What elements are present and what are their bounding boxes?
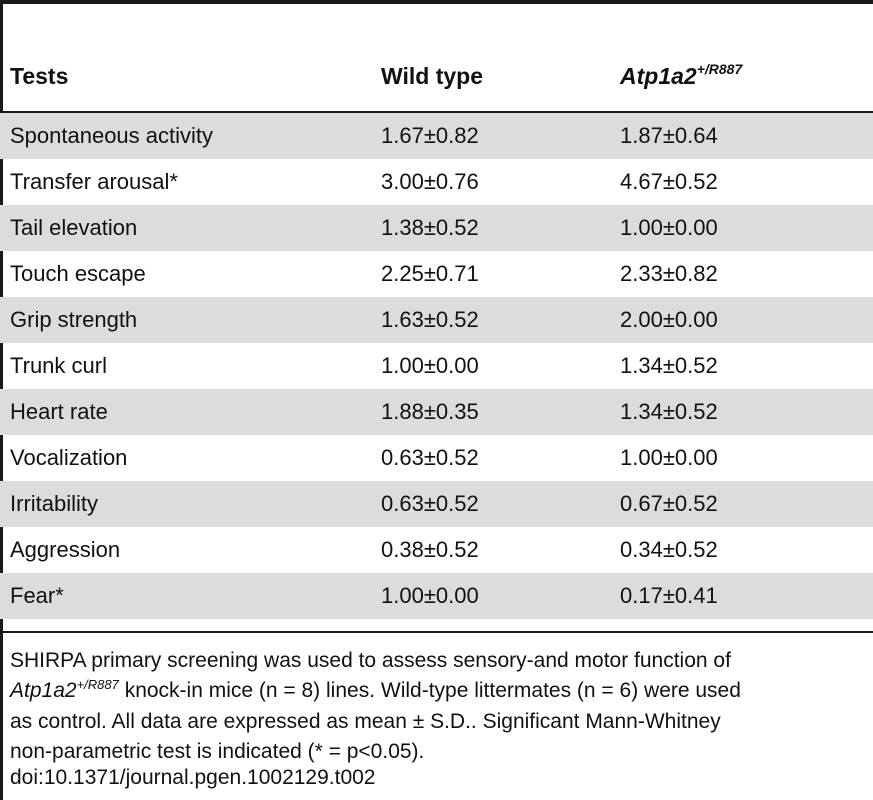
table-caption: SHIRPA primary screening was used to ass… <box>10 646 870 766</box>
cell-mutant: 2.33±0.82 <box>620 261 718 286</box>
header-rule <box>0 111 873 113</box>
cell-test: Aggression <box>10 537 121 562</box>
caption-line-1: SHIRPA primary screening was used to ass… <box>10 649 731 672</box>
table-row: Transfer arousal* 3.00±0.76 4.67±0.52 <box>0 159 873 205</box>
table-header-row: Tests Wild type Atp1a2+/R887 <box>0 61 873 103</box>
table-body: Spontaneous activity 1.67±0.82 1.87±0.64 Tr… <box>0 113 873 619</box>
caption-genotype: +/R887 <box>76 676 119 692</box>
header-tests: Tests <box>10 63 69 89</box>
header-mutant-genotype: +/R887 <box>696 61 743 77</box>
cell-mutant: 0.34±0.52 <box>620 537 718 562</box>
table-bottom-rule <box>0 631 873 633</box>
header-mutant-gene: Atp1a2 <box>620 63 697 89</box>
cell-mutant: 4.67±0.52 <box>620 169 718 194</box>
caption-line-3: as control. All data are expressed as me… <box>10 710 721 733</box>
cell-test: Spontaneous activity <box>10 123 214 148</box>
cell-wild-type: 0.38±0.52 <box>381 537 479 562</box>
table-row: Heart rate 1.88±0.35 1.34±0.52 <box>0 389 873 435</box>
cell-wild-type: 1.88±0.35 <box>381 399 479 424</box>
cell-mutant: 1.34±0.52 <box>620 353 718 378</box>
table-row: Tail elevation 1.38±0.52 1.00±0.00 <box>0 205 873 251</box>
caption-line-4: non-parametric test is indicated (* = p<… <box>10 739 425 763</box>
table-row: Trunk curl 1.00±0.00 1.34±0.52 <box>0 343 873 389</box>
cell-mutant: 0.67±0.52 <box>620 491 718 516</box>
cell-test: Fear* <box>10 583 64 608</box>
cell-mutant: 1.34±0.52 <box>620 399 718 424</box>
table-row: Vocalization 0.63±0.52 1.00±0.00 <box>0 435 873 481</box>
table-row: Aggression 0.38±0.52 0.34±0.52 <box>0 527 873 573</box>
cell-test: Trunk curl <box>10 353 107 378</box>
cell-wild-type: 1.00±0.00 <box>381 353 479 378</box>
table-row: Grip strength 1.63±0.52 2.00±0.00 <box>0 297 873 343</box>
cell-mutant: 2.00±0.00 <box>620 307 718 332</box>
cell-test: Irritability <box>10 491 99 516</box>
caption-line-2-rest: knock-in mice (n = 8) lines. Wild-type l… <box>118 678 741 702</box>
cell-mutant: 1.00±0.00 <box>620 445 718 470</box>
table-row: Spontaneous activity 1.67±0.82 1.87±0.64 <box>0 113 873 159</box>
cell-wild-type: 3.00±0.76 <box>381 169 479 194</box>
cell-wild-type: 0.63±0.52 <box>381 491 479 516</box>
cell-wild-type: 1.38±0.52 <box>381 215 479 240</box>
cell-test: Heart rate <box>10 399 108 424</box>
cell-mutant: 1.00±0.00 <box>620 215 718 240</box>
cell-test: Grip strength <box>10 307 138 332</box>
caption-line-2: Atp1a2+/R887 knock-in mice (n = 8) lines… <box>10 676 870 708</box>
cell-wild-type: 2.25±0.71 <box>381 261 479 286</box>
top-border-rule <box>0 0 873 4</box>
cell-wild-type: 1.67±0.82 <box>381 123 479 148</box>
header-mutant: Atp1a2+/R887 <box>620 61 743 90</box>
cell-wild-type: 1.00±0.00 <box>381 583 479 608</box>
doi-reference: doi:10.1371/journal.pgen.1002129.t002 <box>10 766 376 789</box>
cell-test: Tail elevation <box>10 215 138 240</box>
cell-wild-type: 0.63±0.52 <box>381 445 479 470</box>
header-wild-type: Wild type <box>381 63 484 89</box>
cell-test: Touch escape <box>10 261 146 286</box>
table-row: Fear* 1.00±0.00 0.17±0.41 <box>0 573 873 619</box>
table-row: Irritability 0.63±0.52 0.67±0.52 <box>0 481 873 527</box>
cell-wild-type: 1.63±0.52 <box>381 307 479 332</box>
cell-mutant: 0.17±0.41 <box>620 583 718 608</box>
cell-test: Transfer arousal* <box>10 169 178 194</box>
table-row: Touch escape 2.25±0.71 2.33±0.82 <box>0 251 873 297</box>
cell-mutant: 1.87±0.64 <box>620 123 718 148</box>
cell-test: Vocalization <box>10 445 128 470</box>
caption-gene: Atp1a2 <box>10 678 77 702</box>
